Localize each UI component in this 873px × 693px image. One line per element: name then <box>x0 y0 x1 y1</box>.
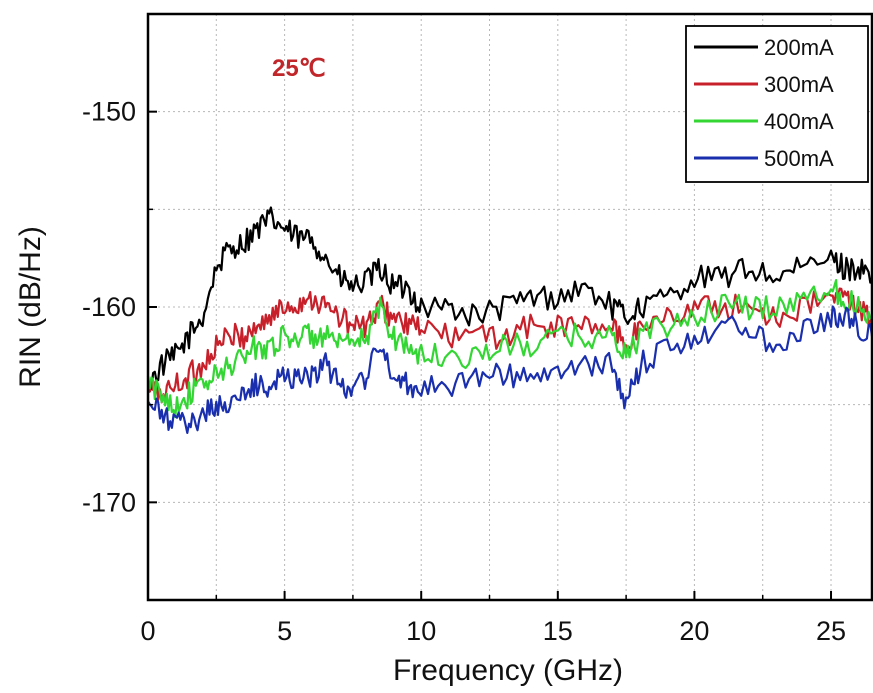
axis-ticks: 0 5 10 15 20 25 -150 -160 -170 <box>82 97 846 646</box>
legend-box <box>685 25 869 183</box>
series-line-400mA <box>146 279 873 419</box>
series-line-500mA <box>147 305 873 434</box>
y-tick-label: -150 <box>82 97 136 127</box>
x-axis-title: Frequency (GHz) <box>393 654 623 687</box>
x-tick-label: 15 <box>543 616 573 646</box>
series-line-200mA <box>146 206 873 393</box>
legend-label-400mA: 400mA <box>764 109 834 134</box>
x-tick-label: 10 <box>406 616 436 646</box>
legend-label-300mA: 300mA <box>764 72 834 97</box>
legend-label-200mA: 200mA <box>764 35 834 60</box>
legend-label-500mA: 500mA <box>764 146 834 171</box>
x-tick-label: 25 <box>816 616 846 646</box>
x-tick-label: 0 <box>140 616 155 646</box>
y-tick-label: -160 <box>82 292 136 322</box>
x-tick-label: 20 <box>679 616 709 646</box>
temperature-annotation: 25℃ <box>272 55 326 82</box>
grid-lines <box>148 14 872 600</box>
series-line-300mA <box>146 287 873 404</box>
legend: 200mA 300mA 400mA 500mA <box>685 25 869 183</box>
series-lines <box>146 206 873 434</box>
y-axis-title: RIN (dB/Hz) <box>14 226 47 388</box>
y-tick-label: -170 <box>82 487 136 517</box>
x-tick-label: 5 <box>277 616 292 646</box>
